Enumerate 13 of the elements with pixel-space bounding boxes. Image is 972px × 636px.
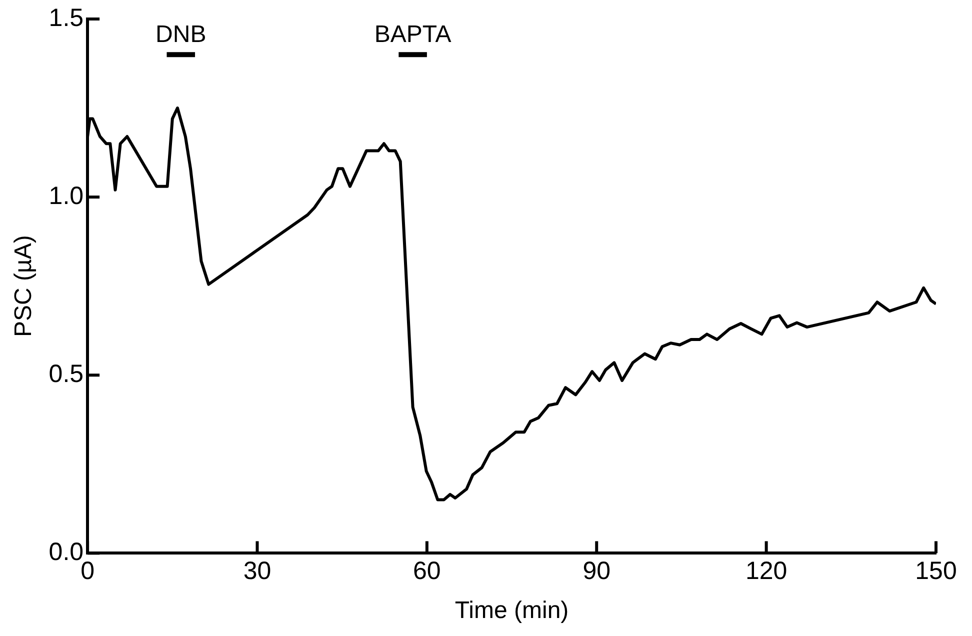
x-tick-label: 60 bbox=[413, 557, 441, 586]
y-tick-label: 1.0 bbox=[48, 182, 84, 210]
y-axis-title: PSC (µA) bbox=[10, 235, 38, 338]
legend-label: DNB bbox=[156, 21, 206, 48]
y-tick-label: 1.5 bbox=[48, 4, 84, 32]
x-tick-label: 30 bbox=[243, 557, 272, 586]
x-tick-label: 90 bbox=[582, 557, 611, 586]
series-label: BAPTA bbox=[374, 21, 452, 48]
x-axis-title: Time (min) bbox=[454, 597, 569, 624]
y-tick-label: 0.5 bbox=[48, 360, 84, 388]
x-tick-label: 120 bbox=[745, 557, 788, 586]
x-tick-label: 150 bbox=[915, 557, 957, 586]
x-tick-label: 0 bbox=[80, 557, 95, 586]
